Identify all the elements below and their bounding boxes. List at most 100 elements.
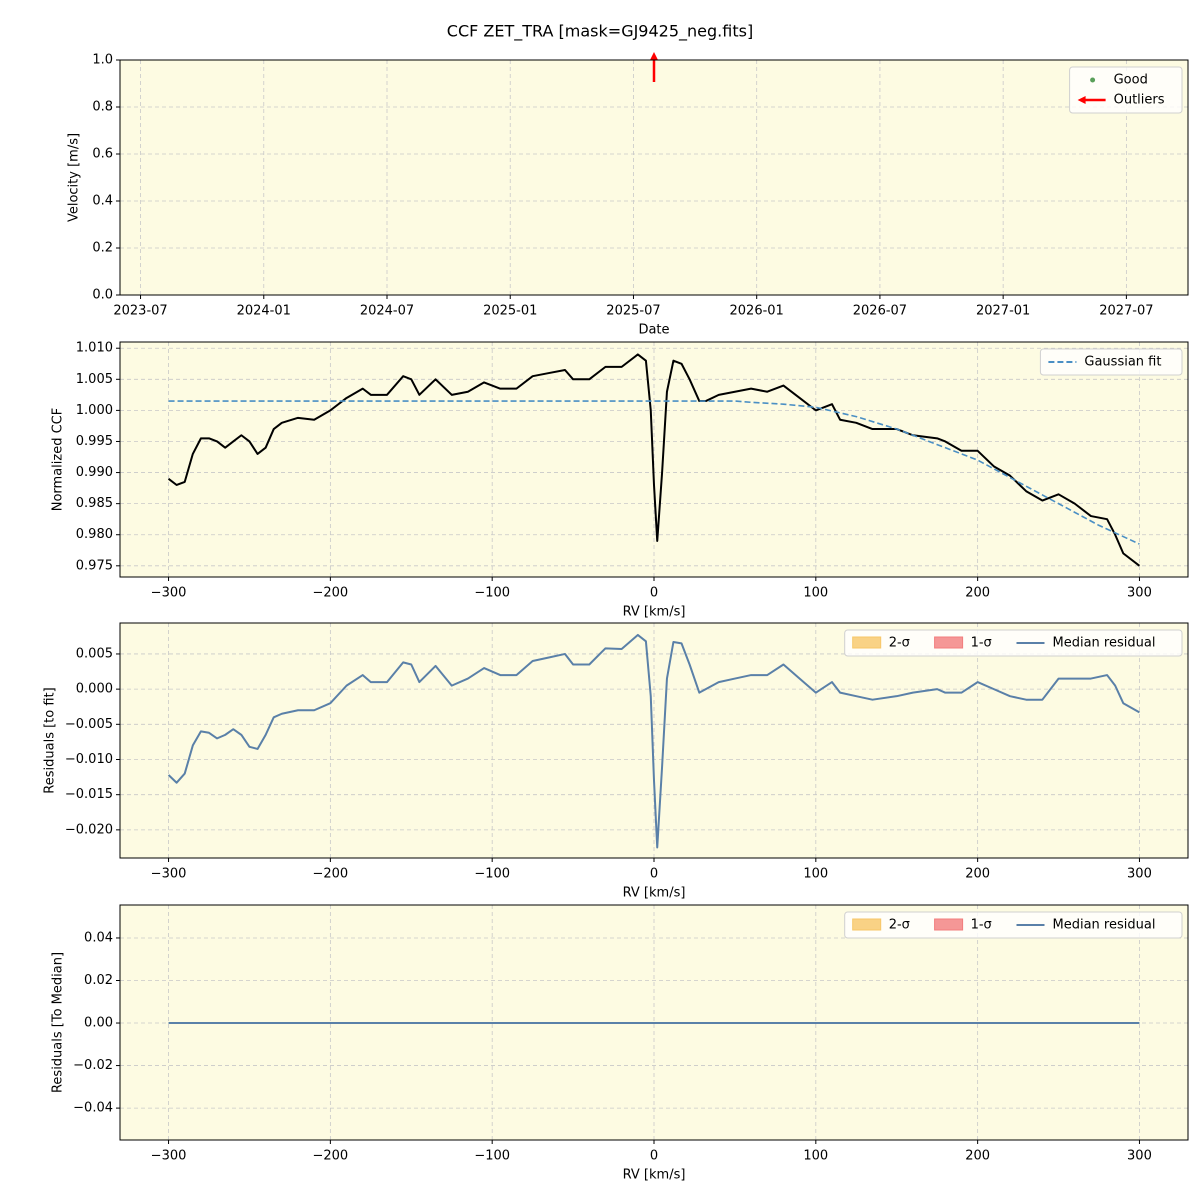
plot-frame <box>119 622 1189 859</box>
legend-label: 2-σ <box>889 636 910 651</box>
arrow-head <box>650 52 658 60</box>
x-tick-label: 2027-07 <box>1099 304 1153 319</box>
x-tick-label: 2023-07 <box>113 304 167 319</box>
y-tick-label: 0.980 <box>76 527 113 542</box>
x-tick-label: −100 <box>474 1149 510 1164</box>
plot-frame <box>119 904 1189 1141</box>
x-tick-label: 300 <box>1127 586 1152 601</box>
data-line <box>167 633 1140 849</box>
plot-frame <box>119 341 1189 578</box>
x-tick-label: 2025-01 <box>483 304 537 319</box>
x-tick-label: 100 <box>803 586 828 601</box>
outlier-marker <box>650 52 658 82</box>
legend: Good Outliers <box>1069 66 1183 114</box>
y-tick-label: 0.995 <box>76 434 113 449</box>
x-tick-label: 200 <box>965 586 990 601</box>
y-axis-label: Residuals [To Median] <box>51 952 66 1093</box>
x-axis-label: Date <box>638 323 669 338</box>
y-tick-label: −0.020 <box>65 822 113 837</box>
x-tick-label: −300 <box>151 867 187 882</box>
y-tick-label: 0.000 <box>76 682 113 697</box>
x-tick-label: 2026-01 <box>730 304 784 319</box>
y-tick-label: 0.02 <box>84 973 113 988</box>
y-tick-label: 0.00 <box>84 1016 113 1031</box>
x-tick-label: 2024-07 <box>360 304 414 319</box>
legend-box <box>844 911 1183 939</box>
plot-frame <box>119 59 1189 296</box>
legend: 2-σ 1-σ Median residual <box>844 911 1183 939</box>
legend-label: 1-σ <box>971 918 992 933</box>
legend-swatch <box>852 918 882 931</box>
y-tick-label: 0.005 <box>76 646 113 661</box>
y-tick-label: −0.005 <box>65 717 113 732</box>
y-tick-label: 0.975 <box>76 558 113 573</box>
x-tick-label: 0 <box>650 586 658 601</box>
legend-box <box>1069 66 1183 114</box>
data-line <box>167 353 1141 567</box>
x-tick-label: 100 <box>803 1149 828 1164</box>
x-axis-label: RV [km/s] <box>623 1168 686 1183</box>
y-tick-label: 1.000 <box>76 403 113 418</box>
y-tick-label: −0.010 <box>65 752 113 767</box>
x-tick-label: 2027-01 <box>976 304 1030 319</box>
y-tick-label: 1.010 <box>76 341 113 356</box>
x-tick-label: 300 <box>1127 867 1152 882</box>
x-tick-label: −300 <box>151 1149 187 1164</box>
legend-label: Gaussian fit <box>1084 355 1161 370</box>
x-tick-label: −100 <box>474 586 510 601</box>
y-tick-label: 0.8 <box>92 100 113 115</box>
x-tick-label: −300 <box>151 586 187 601</box>
legend: 2-σ 1-σ Median residual <box>844 629 1183 657</box>
y-tick-label: 0.4 <box>92 194 113 209</box>
plot-background <box>120 60 1188 295</box>
plot-background <box>120 342 1188 577</box>
legend-marker <box>1077 96 1086 104</box>
x-tick-label: 200 <box>965 867 990 882</box>
legend-label: Outliers <box>1114 93 1165 108</box>
y-tick-label: 0.6 <box>92 147 113 162</box>
x-tick-label: 2024-01 <box>237 304 291 319</box>
y-tick-label: −0.04 <box>73 1101 113 1116</box>
y-axis-label: Velocity [m/s] <box>67 133 82 222</box>
y-tick-label: 0.0 <box>92 288 113 303</box>
legend-swatch <box>934 636 964 649</box>
figure-title: CCF ZET_TRA [mask=GJ9425_neg.fits] <box>447 22 753 42</box>
x-tick-label: 100 <box>803 867 828 882</box>
y-tick-label: 1.005 <box>76 372 113 387</box>
x-tick-label: 200 <box>965 1149 990 1164</box>
y-axis-label: Residuals [to fit] <box>43 687 58 793</box>
legend-marker <box>1090 77 1096 83</box>
y-tick-label: 0.2 <box>92 241 113 256</box>
y-tick-label: −0.015 <box>65 787 113 802</box>
y-tick-label: 0.985 <box>76 496 113 511</box>
legend-label: Median residual <box>1053 636 1156 651</box>
legend-label: Good <box>1114 73 1148 88</box>
legend-label: Median residual <box>1053 918 1156 933</box>
legend-label: 1-σ <box>971 636 992 651</box>
x-tick-label: 2025-07 <box>606 304 660 319</box>
legend: Gaussian fit <box>1039 348 1183 376</box>
x-axis-label: RV [km/s] <box>623 605 686 620</box>
legend-swatch <box>934 918 964 931</box>
x-tick-label: 0 <box>650 867 658 882</box>
legend-swatch <box>852 636 882 649</box>
x-tick-label: −200 <box>313 1149 349 1164</box>
x-tick-label: 2026-07 <box>853 304 907 319</box>
plot-background <box>120 623 1188 858</box>
y-tick-label: −0.02 <box>73 1058 113 1073</box>
legend-box <box>844 629 1183 657</box>
x-axis-label: RV [km/s] <box>623 886 686 901</box>
x-tick-label: 300 <box>1127 1149 1152 1164</box>
data-line <box>168 400 1140 545</box>
y-tick-label: 0.04 <box>84 930 113 945</box>
x-tick-label: −200 <box>313 867 349 882</box>
y-axis-label: Normalized CCF <box>51 408 66 512</box>
x-tick-label: 0 <box>650 1149 658 1164</box>
x-tick-label: −100 <box>474 867 510 882</box>
x-tick-label: −200 <box>313 586 349 601</box>
legend-label: 2-σ <box>889 918 910 933</box>
y-tick-label: 1.0 <box>92 53 113 68</box>
y-tick-label: 0.990 <box>76 465 113 480</box>
